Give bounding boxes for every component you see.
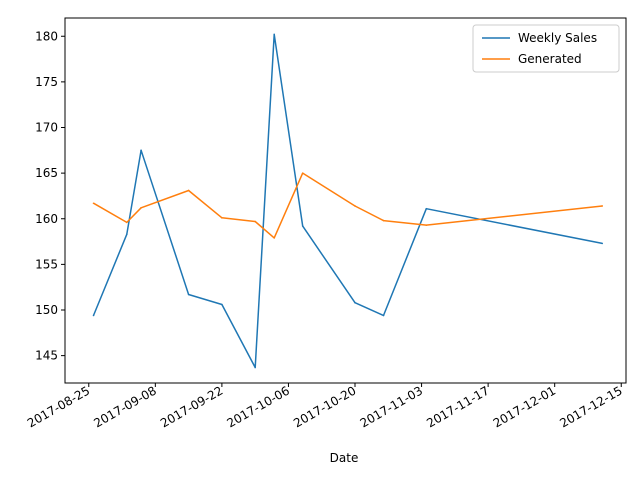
legend-label: Generated (518, 52, 582, 66)
legend-label: Weekly Sales (518, 31, 597, 45)
plot-frame (64, 17, 627, 384)
data-point (354, 205, 356, 207)
data-point (92, 314, 95, 317)
data-point (221, 303, 223, 306)
data-point (273, 237, 275, 239)
data-point (187, 293, 190, 296)
data-point (221, 217, 223, 219)
data-point (254, 220, 256, 223)
data-point (301, 225, 304, 227)
data-point (601, 205, 604, 207)
y-tick-label: 145 (35, 349, 58, 363)
y-tick-label: 160 (35, 212, 58, 226)
data-point (301, 172, 304, 174)
data-point (187, 189, 190, 192)
data-point (140, 149, 142, 152)
y-tick-label: 155 (35, 257, 58, 271)
y-tick-label: 150 (35, 303, 58, 317)
data-point (273, 33, 275, 36)
series-line-0 (92, 33, 603, 369)
data-point (425, 207, 428, 210)
series-line-1 (93, 172, 603, 239)
data-point (126, 221, 128, 224)
legend-box (472, 24, 620, 73)
data-point (382, 314, 385, 317)
data-point (382, 219, 385, 222)
y-tick-label: 165 (35, 166, 58, 180)
data-point (601, 242, 604, 245)
y-tick-label: 180 (35, 29, 58, 43)
y-axis: 145 150 155 160 165 170 175 180 (35, 29, 65, 363)
y-tick-label: 170 (35, 121, 58, 135)
data-point (254, 366, 256, 369)
x-axis-title: Date (330, 451, 359, 465)
data-point (126, 233, 128, 236)
series-layer (92, 33, 604, 369)
data-point (354, 301, 356, 304)
y-tick-label: 175 (35, 75, 58, 89)
legend: Weekly Sales Generated (472, 24, 620, 73)
data-point (425, 224, 428, 226)
data-point (92, 202, 95, 205)
data-point (140, 207, 142, 209)
